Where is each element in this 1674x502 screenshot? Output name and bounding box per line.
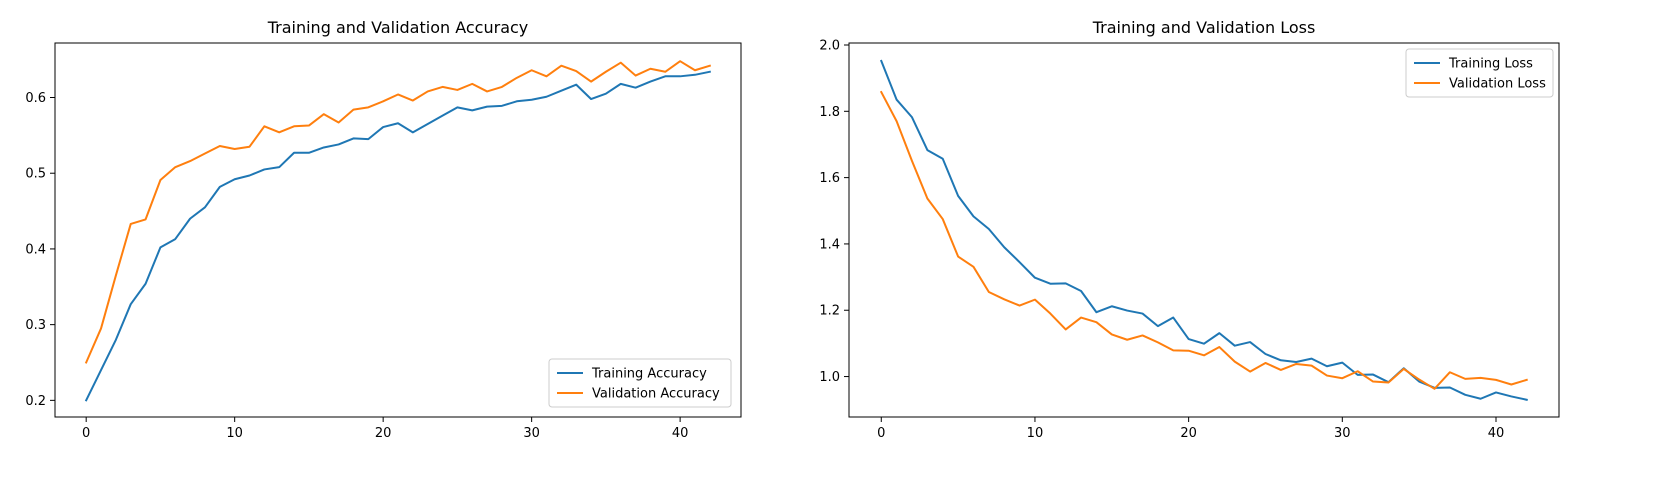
x-tick-label: 20 [1180,426,1197,441]
y-tick-label: 0.6 [25,91,46,106]
series-line-validation-loss [879,90,1528,390]
plot-area-frame [54,42,742,418]
plot-area-frame [848,42,1560,418]
y-tick-label: 1.0 [819,370,840,385]
y-tick-label: 1.6 [819,171,840,186]
x-tick-label: 30 [523,426,540,441]
x-tick-label: 0 [82,426,90,441]
chart-title: Training and Validation Accuracy [267,18,529,37]
legend-label: Validation Accuracy [592,387,720,402]
y-tick-label: 1.8 [819,105,840,120]
series-line-training-accuracy [84,70,711,402]
legend-label: Training Accuracy [591,367,707,382]
accuracy-chart: Training and Validation Accuracy 0 10 20 30 4… [25,18,742,441]
x-tick-label: 0 [877,426,885,441]
x-tick-label: 40 [1488,426,1505,441]
legend: Training Accuracy Validation Accuracy [548,358,732,408]
y-tick-label: 0.3 [25,318,46,333]
y-tick-label: 0.5 [25,167,46,182]
series-line-validation-accuracy [84,60,712,364]
x-tick-label: 10 [1027,426,1044,441]
loss-chart: Training and Validation Loss 0 10 20 30 40 1.0… [819,18,1560,441]
series-line-training-loss [879,59,1528,401]
y-tick-label: 2.0 [819,38,840,53]
y-tick-label: 1.4 [819,237,840,252]
legend-label: Validation Loss [1449,77,1546,92]
y-tick-label: 0.4 [25,242,46,257]
y-tick-label: 1.2 [819,304,840,319]
y-tick-label: 0.2 [25,394,46,409]
legend-box [1405,48,1554,98]
chart-title: Training and Validation Loss [1092,18,1316,37]
x-tick-label: 40 [672,426,689,441]
legend: Training Loss Validation Loss [1405,48,1554,98]
x-tick-label: 20 [375,426,392,441]
legend-box [548,358,732,408]
x-tick-label: 10 [226,426,243,441]
legend-label: Training Loss [1448,57,1533,72]
x-tick-label: 30 [1334,426,1351,441]
